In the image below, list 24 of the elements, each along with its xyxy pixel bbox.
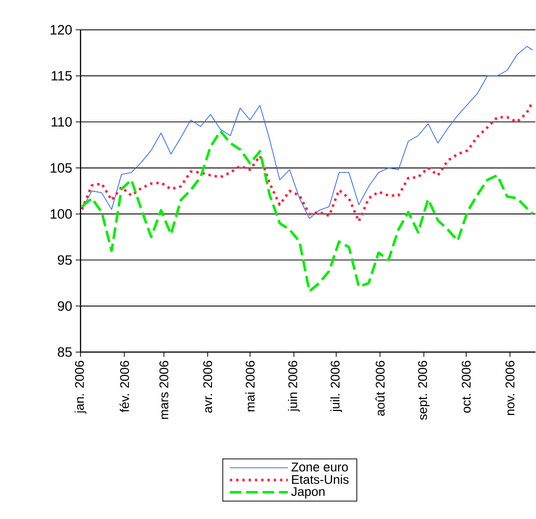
line-series xyxy=(80,130,534,293)
x-tick-label: oct. 2006 xyxy=(462,361,471,413)
y-tick-label: 85 xyxy=(58,347,72,358)
x-tick-label: jan. 2006 xyxy=(74,361,86,414)
x-tick-label: août 2006 xyxy=(375,361,385,416)
x-tick-label: avr. 2006 xyxy=(203,361,212,413)
y-tick-label: 100 xyxy=(50,209,72,219)
legend-label: Japon xyxy=(291,487,325,499)
y-tick-label: 115 xyxy=(52,71,72,81)
y-tick-label: 120 xyxy=(50,25,72,35)
legend-label: Zone euro xyxy=(291,462,348,472)
line-series xyxy=(82,46,533,220)
x-tick-label: juin 2006 xyxy=(288,361,300,412)
x-tick-label: mars 2006 xyxy=(159,361,168,420)
y-tick-label: 110 xyxy=(52,117,72,127)
y-tick-label: 90 xyxy=(58,301,72,311)
x-tick-label: juil. 2006 xyxy=(330,361,342,412)
x-tick-label: sept. 2006 xyxy=(418,361,430,420)
x-tick-label: fév. 2006 xyxy=(120,361,130,412)
x-tick-label: mai 2006 xyxy=(245,361,255,412)
legend-label: Etats-Unis xyxy=(292,474,349,484)
y-tick-label: 95 xyxy=(58,255,72,265)
y-tick-label: 105 xyxy=(50,163,72,173)
x-tick-label: nov. 2006 xyxy=(506,361,514,416)
